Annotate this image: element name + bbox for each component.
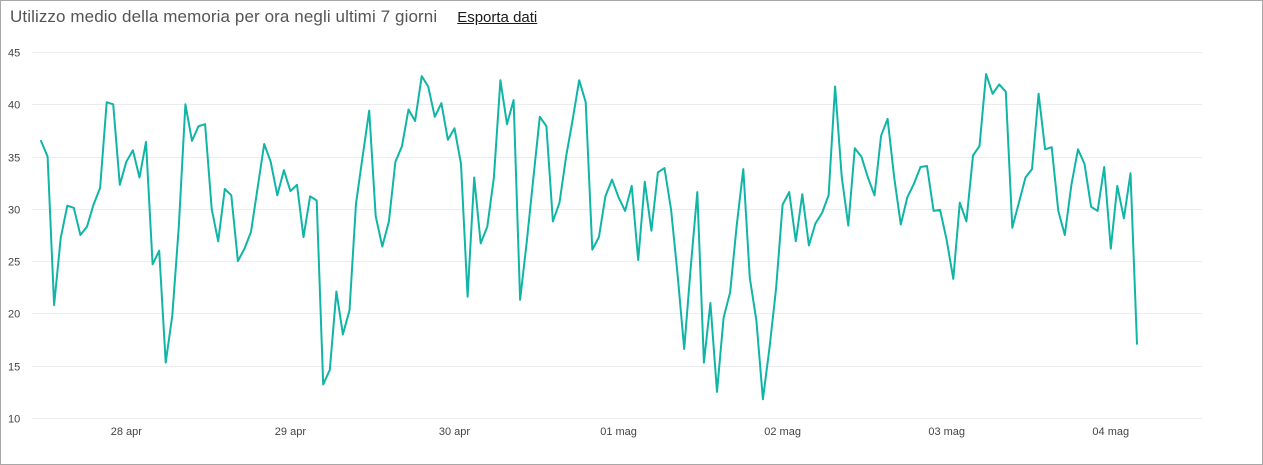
x-tick-label: 04 mag: [1092, 426, 1129, 438]
y-axis-ticks: 10 15 20 25 30 35 40 45: [8, 48, 20, 426]
series-group: [40, 73, 1138, 401]
x-tick-label: 28 apr: [111, 426, 143, 438]
export-data-link[interactable]: Esporta dati: [457, 9, 538, 26]
y-tick-label: 15: [8, 362, 20, 374]
chart-header: Utilizzo medio della memoria per ora neg…: [10, 7, 537, 31]
x-tick-label: 03 mag: [928, 426, 965, 438]
x-tick-label: 02 mag: [764, 426, 801, 438]
chart-title: Utilizzo medio della memoria per ora neg…: [10, 7, 438, 26]
x-tick-label: 01 mag: [600, 426, 637, 438]
y-tick-label: 10: [8, 414, 20, 426]
y-tick-label: 20: [8, 309, 20, 321]
x-axis-ticks: 28 apr 29 apr 30 apr 01 mag 02 mag 03 mag 04 m…: [111, 426, 1129, 438]
y-tick-label: 40: [8, 100, 20, 112]
y-tick-label: 45: [8, 48, 20, 60]
x-tick-label: 30 apr: [439, 426, 471, 438]
gridlines: [32, 52, 1202, 419]
y-tick-label: 25: [8, 257, 20, 269]
memory-series-line: [40, 73, 1138, 401]
x-tick-label: 29 apr: [275, 426, 307, 438]
y-tick-label: 30: [8, 205, 20, 217]
y-tick-label: 35: [8, 153, 20, 165]
